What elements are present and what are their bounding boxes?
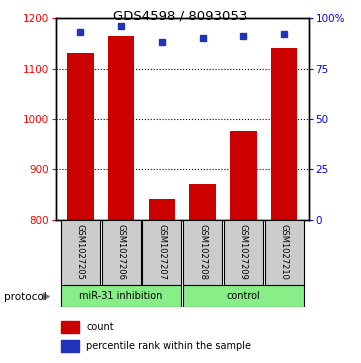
Bar — [224, 220, 263, 285]
Bar — [190, 184, 216, 220]
Text: GSM1027206: GSM1027206 — [117, 224, 126, 280]
Text: GDS4598 / 8093053: GDS4598 / 8093053 — [113, 9, 248, 22]
Bar — [108, 36, 134, 220]
Bar — [183, 220, 222, 285]
Bar — [230, 131, 257, 220]
Text: GSM1027209: GSM1027209 — [239, 224, 248, 280]
Text: GSM1027210: GSM1027210 — [280, 224, 289, 280]
Bar — [101, 220, 141, 285]
Bar — [142, 220, 182, 285]
Bar — [67, 53, 93, 220]
Text: control: control — [227, 291, 260, 301]
Text: GSM1027207: GSM1027207 — [157, 224, 166, 280]
Text: protocol: protocol — [4, 291, 46, 302]
Bar — [265, 220, 304, 285]
Text: percentile rank within the sample: percentile rank within the sample — [86, 341, 251, 351]
Bar — [183, 285, 304, 307]
Bar — [61, 285, 182, 307]
Bar — [61, 321, 79, 333]
Text: miR-31 inhibition: miR-31 inhibition — [79, 291, 163, 301]
Text: GSM1027208: GSM1027208 — [198, 224, 207, 280]
Text: count: count — [86, 322, 114, 331]
Text: GSM1027205: GSM1027205 — [76, 224, 85, 280]
Bar — [61, 340, 79, 352]
Bar — [271, 48, 297, 220]
Bar — [61, 220, 100, 285]
Bar — [149, 199, 175, 220]
